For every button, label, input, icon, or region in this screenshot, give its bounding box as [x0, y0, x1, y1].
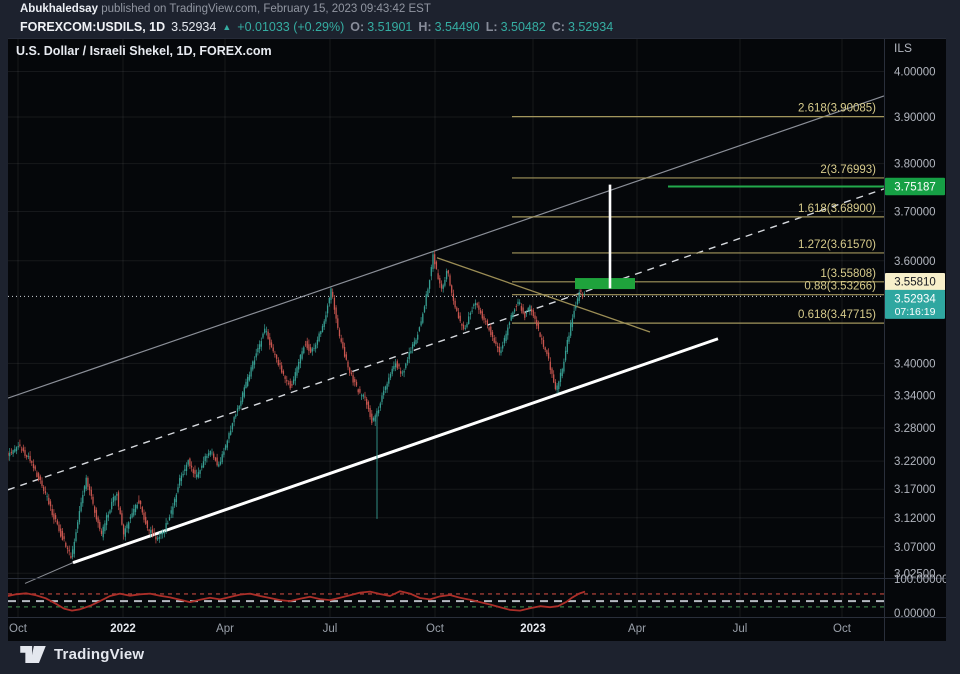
time-tick-label: 2022	[110, 623, 136, 635]
candles	[8, 250, 585, 560]
fib-label: 0.618(3.47715)	[798, 309, 876, 321]
fib-label: 1.272(3.61570)	[798, 239, 876, 251]
svg-text:3.55810: 3.55810	[894, 277, 936, 289]
time-axis[interactable]: Oct 2022 Apr Jul Oct 2023 Apr Jul Oct	[9, 623, 852, 635]
close-value: 3.52934	[567, 20, 614, 34]
chart-panel: U.S. Dollar / Israeli Shekel, 1D, FOREX.…	[8, 38, 946, 641]
svg-text:07:16:19: 07:16:19	[895, 306, 936, 318]
publisher-name: Abukhaledsay	[20, 3, 98, 15]
time-tick-label: Jul	[733, 623, 748, 635]
time-tick-label: 2023	[520, 623, 546, 635]
oscillator-line	[8, 590, 586, 612]
price-change: +0.01033 (+0.29%)	[237, 20, 345, 34]
close-label: C:	[551, 20, 565, 34]
publish-line: Abukhaledsay published on TradingView.co…	[20, 2, 940, 16]
chart-canvas[interactable]: 2.618(3.90085) 2(3.76993) 1.618(3.68900) 1.…	[8, 39, 946, 641]
price-tick-label: 3.02500	[894, 568, 936, 580]
price-tick-label: 3.34000	[894, 390, 936, 402]
support-trendline	[72, 337, 719, 565]
supply-zone-box[interactable]	[575, 278, 635, 290]
open-label: O:	[350, 20, 365, 34]
price-tick-label: 3.70000	[894, 207, 936, 219]
low-value: 3.50482	[500, 20, 546, 34]
time-tick-label: Oct	[426, 623, 445, 635]
symbol-name: FOREXCOM:USDILS, 1D	[20, 20, 166, 34]
dashed-midline	[8, 188, 885, 491]
brand-name[interactable]: TradingView	[54, 646, 145, 663]
svg-text:3.52934: 3.52934	[894, 293, 936, 305]
low-label: L:	[485, 20, 498, 34]
fib-label: 2(3.76993)	[820, 164, 876, 176]
price-tick-label: 3.17000	[894, 484, 936, 496]
high-label: H:	[418, 20, 432, 34]
fib-label: 1(3.55808)	[820, 268, 876, 280]
time-tick-label: Jul	[323, 623, 338, 635]
price-badge: 3.75187	[885, 177, 945, 196]
projection-drawings	[575, 184, 884, 290]
publish-info: published on TradingView.com, February 1…	[101, 3, 431, 15]
footer: TradingView	[20, 646, 144, 663]
price-tick-label: 3.07000	[894, 542, 936, 554]
time-tick-label: Oct	[9, 623, 28, 635]
price-tick-label: 4.00000	[894, 67, 936, 79]
price-badge: 3.55810	[885, 273, 945, 291]
fib-label: 1.618(3.68900)	[798, 203, 876, 215]
support-extension	[24, 562, 74, 584]
channel-upper-line	[8, 95, 885, 399]
oscillator-scale-label: 100.00000	[894, 574, 946, 586]
fib-levels: 2.618(3.90085) 2(3.76993) 1.618(3.68900) 1.…	[512, 103, 884, 324]
gridlines	[8, 39, 884, 618]
high-value: 3.54490	[434, 20, 480, 34]
fib-label: 2.618(3.90085)	[798, 103, 876, 115]
price-up-arrow-icon: ▲	[222, 22, 232, 32]
symbol-status-line: FOREXCOM:USDILS, 1D 3.52934 ▲ +0.01033 (…	[20, 19, 940, 36]
price-tick-label: 3.80000	[894, 159, 936, 171]
price-tick-label: 3.22000	[894, 456, 936, 468]
price-tick-label: 3.90000	[894, 112, 936, 124]
price-tick-label: 3.40000	[894, 358, 936, 370]
open-value: 3.51901	[367, 20, 413, 34]
last-price: 3.52934	[171, 20, 217, 34]
price-tick-label: 3.12000	[894, 513, 936, 525]
oscillator-pane	[8, 590, 884, 612]
price-axis[interactable]: ILS 4.00000 3.90000 3.80000 3.70000 3.60000 3.…	[885, 41, 946, 620]
snapshot-header: Abukhaledsay published on TradingView.co…	[20, 2, 940, 36]
chart-title: U.S. Dollar / Israeli Shekel, 1D, FOREX.…	[16, 44, 272, 58]
price-tick-label: 3.60000	[894, 256, 936, 268]
tradingview-logo-icon[interactable]	[20, 646, 46, 663]
time-tick-label: Oct	[833, 623, 852, 635]
pane-separators	[8, 39, 946, 641]
svg-text:3.75187: 3.75187	[894, 181, 936, 193]
time-tick-label: Apr	[216, 623, 234, 635]
axis-currency-label: ILS	[894, 41, 912, 55]
price-tick-label: 3.28000	[894, 423, 936, 435]
time-tick-label: Apr	[628, 623, 646, 635]
trendlines	[8, 95, 885, 584]
fib-label: 0.88(3.53266)	[804, 281, 876, 293]
oscillator-scale-label: 0.00000	[894, 608, 936, 620]
